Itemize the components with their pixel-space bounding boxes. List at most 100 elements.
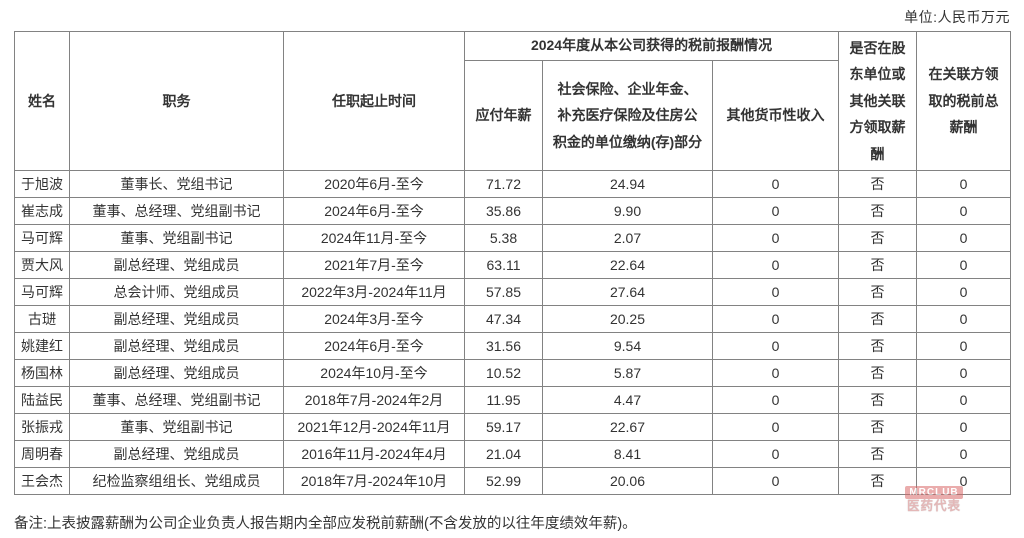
col-header-related-party: 是否在股东单位或其他关联方领取薪酬 — [838, 31, 918, 171]
watermark-text: 医药代表 — [906, 499, 961, 513]
related-total-cell: 0 — [916, 170, 1012, 198]
salary-cell: 52.99 — [464, 467, 543, 495]
position-cell: 董事、总经理、党组副书记 — [69, 197, 284, 225]
related-total-cell: 0 — [916, 305, 1012, 333]
table-row: 陆益民 董事、总经理、党组副书记 2018年7月-2024年2月 11.95 4.47 0… — [14, 386, 1012, 414]
name-cell: 陆益民 — [14, 386, 70, 414]
table-row: 张振戎 董事、党组副书记 2021年12月-2024年11月 59.17 22.67 0 否… — [14, 413, 1012, 441]
table-row: 贾大风 副总经理、党组成员 2021年7月-至今 63.11 22.64 0 否 0 — [14, 251, 1012, 279]
table-row: 姚建红 副总经理、党组成员 2024年6月-至今 31.56 9.54 0 否 0 — [14, 332, 1012, 360]
tenure-cell: 2022年3月-2024年11月 — [283, 278, 465, 306]
related-total-cell: 0 — [916, 413, 1012, 441]
col-header-salary: 应付年薪 — [464, 60, 543, 171]
salary-cell: 47.34 — [464, 305, 543, 333]
name-cell: 姚建红 — [14, 332, 70, 360]
unit-label: 单位:人民币万元 — [904, 9, 1010, 25]
col-header-position: 职务 — [69, 31, 284, 171]
related-total-cell: 0 — [916, 251, 1012, 279]
name-cell: 于旭波 — [14, 170, 70, 198]
footnote: 备注:上表披露薪酬为公司企业负责人报告期内全部应发税前薪酬(不含发放的以往年度绩… — [14, 516, 637, 532]
tenure-cell: 2018年7月-2024年10月 — [283, 467, 465, 495]
col-header-compensation-group: 2024年度从本公司获得的税前报酬情况 — [463, 31, 840, 61]
insurance-cell: 20.06 — [542, 467, 713, 495]
other-income-cell: 0 — [711, 251, 840, 279]
insurance-cell: 22.67 — [542, 413, 713, 441]
related-party-cell: 否 — [838, 197, 918, 225]
salary-cell: 71.72 — [464, 170, 543, 198]
related-party-cell: 否 — [838, 251, 918, 279]
insurance-cell: 9.90 — [542, 197, 713, 225]
header-row-sub: 应付年薪 社会保险、企业年金、补充医疗保险及住房公积金的单位缴纳(存)部分 其他… — [15, 60, 1011, 171]
salary-cell: 10.52 — [464, 359, 543, 387]
related-party-cell: 否 — [838, 386, 918, 414]
salary-cell: 63.11 — [464, 251, 543, 279]
position-cell: 副总经理、党组成员 — [69, 305, 284, 333]
table-row: 王会杰 纪检监察组组长、党组成员 2018年7月-2024年10月 52.99 20.0… — [14, 467, 1012, 495]
table-row: 马可辉 董事、党组副书记 2024年11月-至今 5.38 2.07 0 否 0 — [14, 224, 1012, 252]
tenure-cell: 2024年6月-至今 — [283, 332, 465, 360]
table-row: 崔志成 董事、总经理、党组副书记 2024年6月-至今 35.86 9.90 0 否 0 — [14, 197, 1012, 225]
position-cell: 董事、总经理、党组副书记 — [69, 386, 284, 414]
salary-cell: 57.85 — [464, 278, 543, 306]
other-income-cell: 0 — [711, 467, 840, 495]
related-total-cell: 0 — [916, 467, 1012, 495]
position-cell: 总会计师、党组成员 — [69, 278, 284, 306]
table-row: 古琎 副总经理、党组成员 2024年3月-至今 47.34 20.25 0 否 0 — [14, 305, 1012, 333]
related-party-cell: 否 — [838, 278, 918, 306]
related-party-cell: 否 — [838, 440, 918, 468]
tenure-cell: 2020年6月-至今 — [283, 170, 465, 198]
position-cell: 副总经理、党组成员 — [69, 251, 284, 279]
name-cell: 贾大风 — [14, 251, 70, 279]
position-cell: 副总经理、党组成员 — [69, 440, 284, 468]
salary-cell: 59.17 — [464, 413, 543, 441]
other-income-cell: 0 — [711, 386, 840, 414]
tenure-cell: 2021年12月-2024年11月 — [283, 413, 465, 441]
position-cell: 董事、党组副书记 — [69, 224, 284, 252]
table-row: 周明春 副总经理、党组成员 2016年11月-2024年4月 21.04 8.41 0 否 0 — [14, 440, 1012, 468]
name-cell: 杨国林 — [14, 359, 70, 387]
name-cell: 马可辉 — [14, 224, 70, 252]
tenure-cell: 2024年10月-至今 — [283, 359, 465, 387]
related-party-cell: 否 — [838, 170, 918, 198]
col-header-related-total: 在关联方领取的税前总薪酬 — [916, 31, 1012, 171]
col-header-other-income: 其他货币性收入 — [711, 60, 840, 171]
other-income-cell: 0 — [711, 224, 840, 252]
col-header-name: 姓名 — [14, 31, 70, 171]
related-total-cell: 0 — [916, 440, 1012, 468]
position-cell: 副总经理、党组成员 — [69, 359, 284, 387]
salary-cell: 21.04 — [464, 440, 543, 468]
name-cell: 古琎 — [14, 305, 70, 333]
tenure-cell: 2016年11月-2024年4月 — [283, 440, 465, 468]
insurance-cell: 27.64 — [542, 278, 713, 306]
table-body: 于旭波 董事长、党组书记 2020年6月-至今 71.72 24.94 0 否 0 崔志成 董事、… — [14, 170, 1012, 495]
insurance-cell: 9.54 — [542, 332, 713, 360]
table-row: 马可辉 总会计师、党组成员 2022年3月-2024年11月 57.85 27.64 0 否… — [14, 278, 1012, 306]
other-income-cell: 0 — [711, 332, 840, 360]
related-total-cell: 0 — [916, 359, 1012, 387]
name-cell: 张振戎 — [14, 413, 70, 441]
insurance-cell: 20.25 — [542, 305, 713, 333]
related-total-cell: 0 — [916, 197, 1012, 225]
insurance-cell: 2.07 — [542, 224, 713, 252]
salary-cell: 31.56 — [464, 332, 543, 360]
salary-cell: 35.86 — [464, 197, 543, 225]
col-header-insurance: 社会保险、企业年金、补充医疗保险及住房公积金的单位缴纳(存)部分 — [542, 60, 713, 171]
header-row-group: 姓名 职务 任职起止时间 2024年度从本公司获得的税前报酬情况 是否在股东单位… — [14, 31, 1012, 171]
related-party-cell: 否 — [838, 224, 918, 252]
name-cell: 王会杰 — [14, 467, 70, 495]
name-cell: 马可辉 — [14, 278, 70, 306]
tenure-cell: 2024年11月-至今 — [283, 224, 465, 252]
other-income-cell: 0 — [711, 278, 840, 306]
position-cell: 董事、党组副书记 — [69, 413, 284, 441]
table-row: 杨国林 副总经理、党组成员 2024年10月-至今 10.52 5.87 0 否 0 — [14, 359, 1012, 387]
other-income-cell: 0 — [711, 413, 840, 441]
salary-cell: 11.95 — [464, 386, 543, 414]
other-income-cell: 0 — [711, 359, 840, 387]
other-income-cell: 0 — [711, 440, 840, 468]
tenure-cell: 2021年7月-至今 — [283, 251, 465, 279]
related-party-cell: 否 — [838, 359, 918, 387]
insurance-cell: 22.64 — [542, 251, 713, 279]
insurance-cell: 5.87 — [542, 359, 713, 387]
insurance-cell: 24.94 — [542, 170, 713, 198]
